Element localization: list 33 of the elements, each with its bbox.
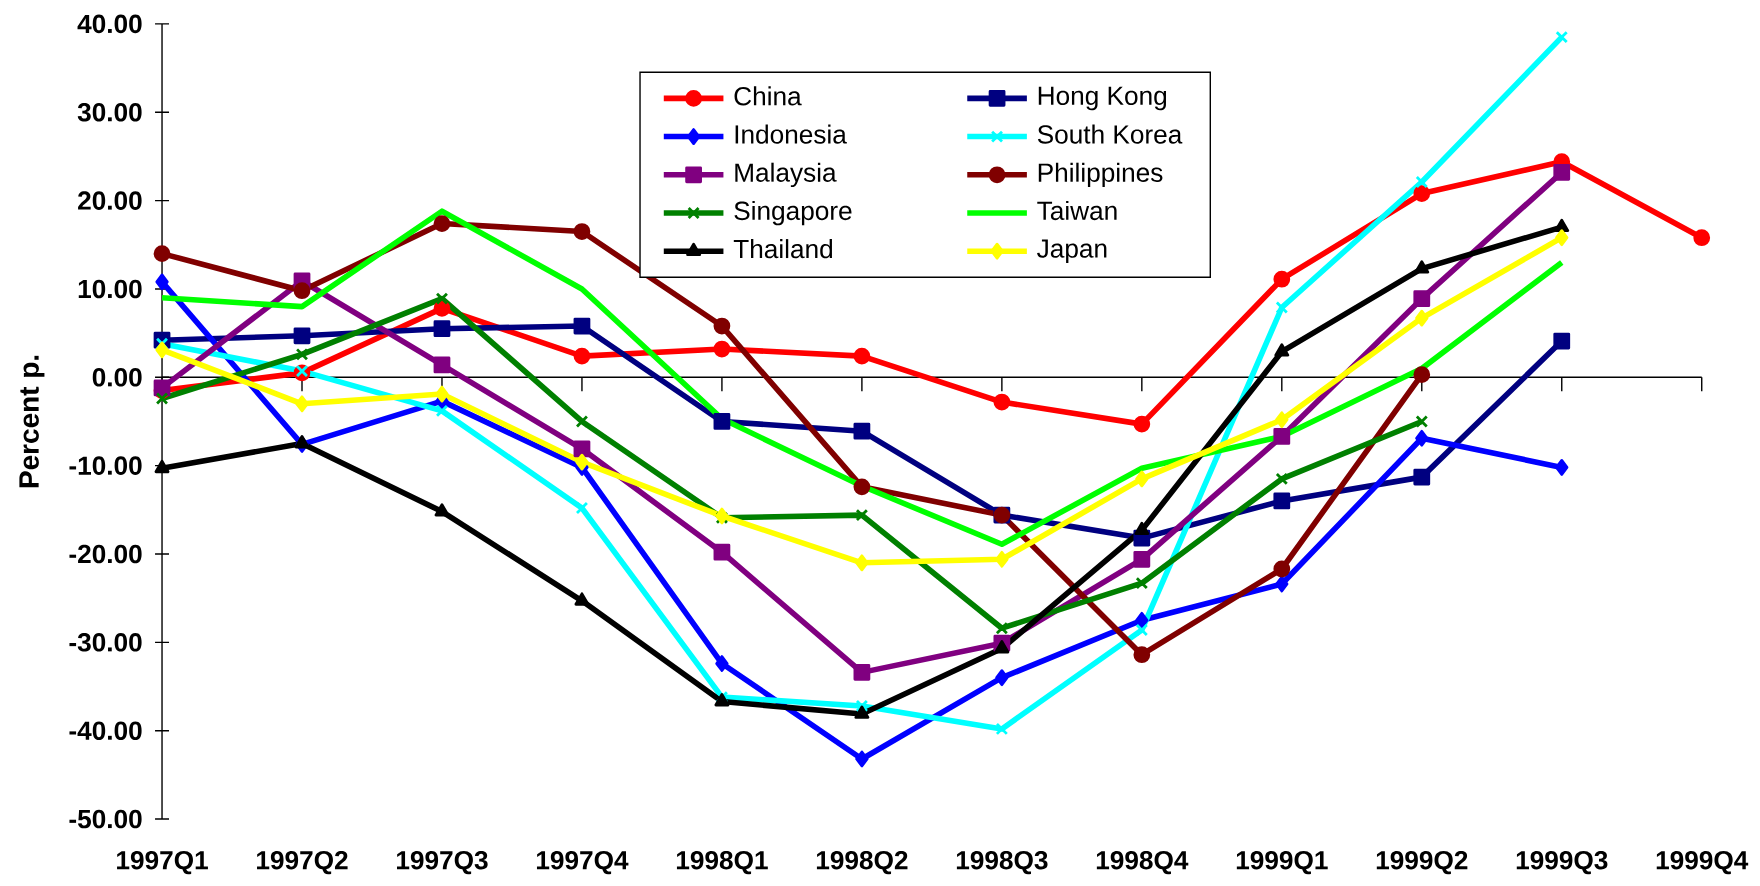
y-tick-label: 40.00 (77, 14, 142, 34)
x-tick-label: 1999Q3 (1516, 850, 1608, 875)
x-tick-label: 1999Q1 (1236, 850, 1328, 875)
legend-label: Thailand (733, 239, 832, 259)
legend-label: Hong Kong (1038, 86, 1167, 111)
y-tick-label: -50.00 (69, 809, 142, 829)
y-tick-label: 30.00 (77, 102, 142, 122)
legend-label: Indonesia (735, 124, 847, 144)
x-tick-label: 1997Q1 (117, 850, 208, 875)
x-tick-label: 1998Q3 (956, 850, 1048, 875)
legend-label: Taiwan (1037, 200, 1117, 221)
x-tick-label: 1997Q4 (536, 850, 629, 875)
y-tick-label: 0.00 (92, 368, 142, 387)
x-tick-label: 1997Q3 (397, 850, 488, 875)
y-tick-label: -20.00 (69, 544, 142, 564)
x-tick-label: 1997Q2 (257, 850, 348, 875)
legend-label: Japan (1037, 239, 1107, 263)
legend-label: Philippines (1038, 162, 1163, 188)
x-tick-label: 1999Q4 (1656, 850, 1749, 875)
y-axis-title: Percent p. (19, 355, 45, 488)
legend-label: China (734, 86, 802, 106)
y-tick-label: -30.00 (69, 633, 142, 652)
legend-label: South Korea (1037, 124, 1183, 144)
legend-label: Singapore (734, 200, 852, 226)
legend-label: Malaysia (735, 162, 837, 188)
y-tick-label: 20.00 (78, 191, 142, 210)
x-tick-label: 1998Q2 (816, 850, 908, 875)
y-tick-label: 10.00 (78, 279, 142, 299)
x-tick-label: 1998Q4 (1096, 850, 1189, 875)
x-tick-label: 1998Q1 (676, 850, 768, 875)
x-tick-label: 1999Q2 (1376, 850, 1468, 875)
y-tick-label: -10.00 (69, 456, 142, 475)
y-tick-label: -40.00 (69, 721, 142, 740)
